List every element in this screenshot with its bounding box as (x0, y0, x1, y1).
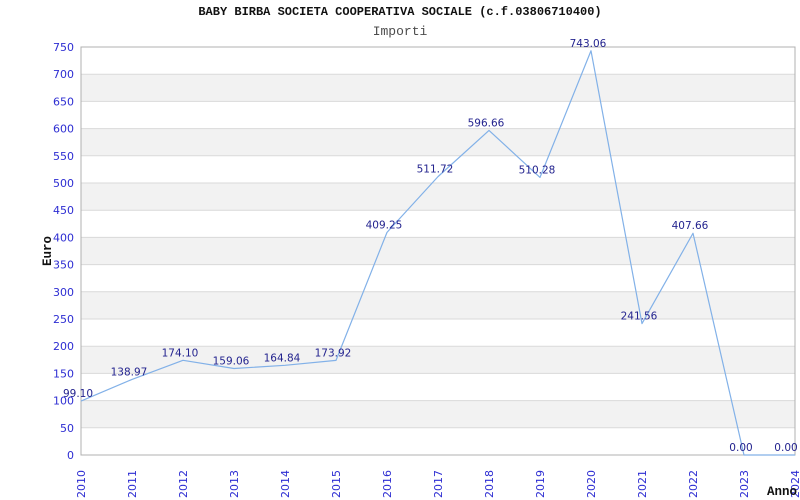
x-tick-label: 2019 (534, 470, 547, 498)
plot-border (80, 46, 796, 456)
plot-band (81, 237, 795, 265)
y-tick-label: 250 (53, 313, 74, 326)
y-tick-label: 650 (53, 95, 74, 108)
y-tick-label: 100 (53, 395, 74, 408)
x-tick-label: 2023 (738, 470, 751, 498)
point-label: 99.10 (63, 388, 93, 400)
plot-band (81, 346, 795, 374)
point-label: 743.06 (570, 38, 607, 50)
x-tick-label: 2010 (75, 470, 88, 498)
point-label: 138.97 (111, 366, 148, 378)
y-tick-label: 150 (53, 367, 74, 380)
point-label: 173.92 (315, 347, 352, 359)
x-tick-label: 2015 (330, 470, 343, 498)
x-tick-label: 2020 (585, 470, 598, 498)
point-label: 511.72 (417, 164, 454, 176)
x-tick-label: 2014 (279, 470, 292, 498)
y-axis-title: Euro (41, 236, 55, 266)
x-tick-label: 2016 (381, 470, 394, 498)
x-tick-label: 2024 (789, 470, 800, 498)
x-tick-label: 2017 (432, 470, 445, 498)
y-tick-label: 50 (60, 422, 74, 435)
point-label: 407.66 (672, 220, 709, 232)
point-label: 596.66 (468, 117, 505, 129)
y-tick-label: 300 (53, 286, 74, 299)
point-label: 0.00 (774, 442, 797, 454)
plot-band (81, 183, 795, 211)
chart-subtitle: Importi (372, 24, 428, 39)
x-tick-label: 2011 (126, 470, 139, 498)
point-label: 241.56 (621, 311, 658, 323)
point-label: 164.84 (264, 352, 301, 364)
plot-band (81, 128, 795, 156)
y-tick-label: 400 (53, 231, 74, 244)
y-tick-label: 450 (53, 204, 74, 217)
point-label: 174.10 (162, 347, 199, 359)
x-axis-title: Anno (767, 485, 797, 499)
chart-title: BABY BIRBA SOCIETA COOPERATIVA SOCIALE (… (198, 5, 602, 19)
y-tick-label: 550 (53, 150, 74, 163)
point-label: 510.28 (519, 164, 556, 176)
y-tick-label: 500 (53, 177, 74, 190)
y-tick-label: 600 (53, 123, 74, 136)
y-tick-label: 700 (53, 68, 74, 81)
y-tick-label: 200 (53, 340, 74, 353)
series-line (80, 50, 795, 456)
y-tick-label: 350 (53, 259, 74, 272)
y-tick-label: 750 (53, 41, 74, 54)
x-tick-label: 2022 (687, 470, 700, 498)
x-tick-label: 2012 (177, 470, 190, 498)
x-tick-label: 2018 (483, 470, 496, 498)
plot-band (81, 400, 795, 428)
x-tick-label: 2021 (636, 470, 649, 498)
point-label: 159.06 (213, 355, 250, 367)
plot-band (81, 74, 795, 102)
point-label: 409.25 (366, 219, 403, 231)
y-tick-label: 0 (67, 449, 74, 462)
point-label: 0.00 (729, 442, 752, 454)
x-tick-label: 2013 (228, 470, 241, 498)
plot-band (81, 291, 795, 319)
